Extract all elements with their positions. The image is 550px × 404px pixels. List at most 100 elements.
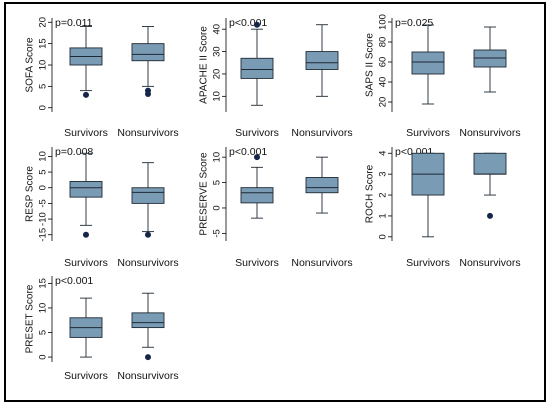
y-tick-label: 0 [38, 105, 49, 110]
panel-background [21, 143, 194, 269]
x-category-label: Survivors [64, 257, 108, 269]
outlier-point [487, 212, 493, 219]
p-value-annotation: p<0.001 [229, 146, 267, 158]
y-tick-label: 5 [38, 330, 49, 335]
outlier-point [83, 231, 89, 238]
y-axis-title: RESP Score [25, 166, 36, 222]
box-survivors [411, 24, 445, 105]
y-tick-label: 0 [378, 234, 389, 239]
y-tick-label: 20 [38, 17, 49, 28]
x-category-label: Survivors [235, 257, 279, 269]
iqr-box [131, 312, 165, 329]
y-tick-label: 60 [378, 57, 389, 68]
box-nonsurvivors [131, 162, 165, 238]
x-category-label: Survivors [235, 127, 279, 139]
panel-background [21, 272, 194, 398]
x-category-label: Nonsurvivors [291, 127, 352, 139]
y-tick-label: 4 [378, 151, 389, 156]
y-tick-label: 30 [212, 46, 223, 57]
iqr-box [240, 187, 274, 204]
outlier-point [145, 231, 151, 238]
y-tick-label: 10 [38, 151, 49, 162]
box-survivors [240, 21, 274, 106]
box-survivors [69, 297, 103, 358]
panel-background [363, 14, 532, 140]
y-tick-label: 80 [378, 37, 389, 48]
x-category-label: Nonsurvivors [459, 127, 520, 139]
y-tick-label: 15 [38, 278, 49, 289]
panel-background [193, 143, 364, 269]
y-tick-label: 3 [378, 172, 389, 177]
y-tick-label: 10 [38, 303, 49, 314]
panel-background [21, 14, 194, 140]
iqr-box [240, 57, 274, 79]
x-category-label: Nonsurvivors [117, 127, 178, 139]
y-tick-label: 0 [38, 354, 49, 359]
x-category-label: Nonsurvivors [291, 257, 352, 269]
p-value-annotation: p<0.001 [55, 275, 93, 287]
y-tick-label: 20 [212, 69, 223, 80]
box-nonsurvivors [305, 24, 339, 97]
iqr-box [131, 43, 165, 62]
y-tick-label: 10 [212, 91, 223, 102]
y-tick-label: -15 [38, 228, 49, 242]
x-category-label: Survivors [406, 127, 450, 139]
y-tick-label: -5 [212, 229, 223, 237]
iqr-box [305, 177, 339, 194]
y-tick-label: 5 [212, 180, 223, 185]
outlier-point [145, 87, 151, 94]
y-axis-title: SOFA Score [25, 37, 36, 92]
iqr-box [411, 51, 445, 75]
iqr-box [473, 152, 507, 175]
y-tick-label: 10 [212, 152, 223, 163]
panel-background [363, 143, 532, 269]
y-tick-label: 100 [378, 14, 389, 30]
p-value-annotation: p=0.011 [55, 17, 93, 29]
p-value-annotation: p<0.001 [229, 17, 267, 29]
box-nonsurvivors [131, 26, 165, 98]
box-survivors [69, 26, 103, 98]
y-tick-label: 0 [212, 205, 223, 210]
x-category-label: Survivors [406, 257, 450, 269]
box-survivors [69, 152, 103, 238]
p-value-annotation: p=0.008 [55, 146, 93, 158]
y-tick-label: 1 [378, 213, 389, 218]
iqr-box [131, 187, 165, 204]
y-axis-title: SAPS II Score [365, 33, 376, 97]
box-survivors [411, 152, 445, 238]
y-tick-label: 0 [38, 185, 49, 190]
y-tick-label: 40 [378, 77, 389, 88]
outlier-point [83, 91, 89, 98]
box-nonsurvivors [305, 156, 339, 214]
box-survivors [240, 154, 274, 219]
y-tick-label: 2 [378, 192, 389, 197]
y-tick-label: 10 [38, 60, 49, 71]
x-category-label: Survivors [64, 127, 108, 139]
y-axis-title: APACHE II Score [199, 26, 210, 104]
y-tick-label: -5 [38, 199, 49, 207]
outlier-point [254, 21, 260, 28]
y-tick-label: 20 [378, 97, 389, 108]
y-tick-label: 40 [212, 24, 223, 35]
y-tick-label: -10 [38, 212, 49, 226]
x-category-label: Nonsurvivors [459, 257, 520, 269]
outlier-point [254, 154, 260, 161]
iqr-box [69, 181, 103, 198]
box-nonsurvivors [131, 292, 165, 361]
y-axis-title: PRESET Score [25, 284, 36, 353]
outlier-point [145, 354, 151, 361]
x-category-label: Survivors [64, 370, 108, 382]
box-nonsurvivors [473, 26, 507, 93]
y-axis-title: ROCH Score [365, 164, 376, 223]
y-tick-label: 15 [38, 38, 49, 49]
box-nonsurvivors [473, 152, 507, 219]
x-category-label: Nonsurvivors [117, 257, 178, 269]
